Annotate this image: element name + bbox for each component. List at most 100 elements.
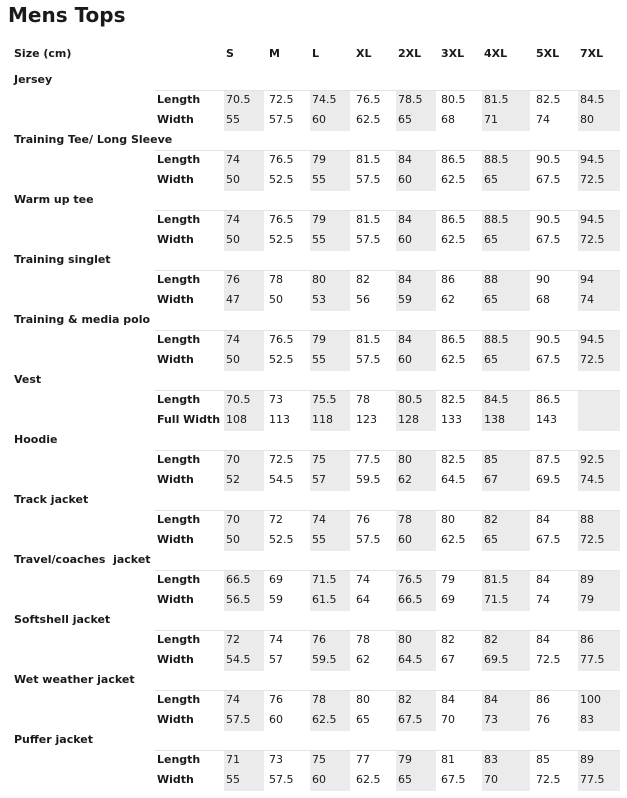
shaded-cell xyxy=(578,451,620,491)
cell-value: 108 xyxy=(226,413,247,426)
shaded-cell xyxy=(310,691,350,731)
cell-value: 72.5 xyxy=(580,353,605,366)
row-label: Width xyxy=(157,473,194,486)
row-divider xyxy=(155,390,620,391)
row-label: Width xyxy=(157,293,194,306)
cell-value: 72 xyxy=(226,633,240,646)
cell-value: 55 xyxy=(312,353,326,366)
row-label: Width xyxy=(157,233,194,246)
cell-value: 70 xyxy=(484,773,498,786)
size-header: 5XL xyxy=(536,47,560,60)
cell-value: 79 xyxy=(312,153,326,166)
shaded-cell xyxy=(310,751,350,791)
cell-value: 67.5 xyxy=(536,173,561,186)
shaded-cell xyxy=(578,571,620,611)
cell-value: 62.5 xyxy=(312,713,337,726)
cell-value: 52.5 xyxy=(269,233,294,246)
cell-value: 54.5 xyxy=(226,653,251,666)
shaded-cell xyxy=(396,91,436,131)
cell-value: 81.5 xyxy=(484,573,509,586)
shaded-cell xyxy=(310,571,350,611)
shaded-cell xyxy=(396,571,436,611)
cell-value: 79 xyxy=(580,593,594,606)
cell-value: 74.5 xyxy=(312,93,337,106)
cell-value: 57.5 xyxy=(356,533,381,546)
cell-value: 50 xyxy=(226,353,240,366)
shaded-cell xyxy=(310,631,350,671)
cell-value: 82.5 xyxy=(441,453,466,466)
cell-value: 67 xyxy=(441,653,455,666)
cell-value: 72.5 xyxy=(580,233,605,246)
size-header: L xyxy=(312,47,320,60)
cell-value: 94 xyxy=(580,273,594,286)
shaded-cell xyxy=(482,151,530,191)
cell-value: 62 xyxy=(356,653,370,666)
cell-value: 86 xyxy=(536,693,550,706)
row-label: Length xyxy=(157,213,201,226)
cell-value: 74 xyxy=(312,513,326,526)
shaded-cell xyxy=(310,271,350,311)
section-title: Track jacket xyxy=(14,493,89,506)
size-header: XL xyxy=(356,47,372,60)
cell-value: 67.5 xyxy=(536,233,561,246)
cell-value: 72.5 xyxy=(269,453,294,466)
shaded-cell xyxy=(224,271,264,311)
cell-value: 62.5 xyxy=(441,353,466,366)
shaded-cell xyxy=(224,151,264,191)
cell-value: 75 xyxy=(312,453,326,466)
cell-value: 73 xyxy=(484,713,498,726)
row-label: Width xyxy=(157,713,194,726)
shaded-cell xyxy=(482,211,530,251)
cell-value: 53 xyxy=(312,293,326,306)
cell-value: 77.5 xyxy=(356,453,381,466)
cell-value: 57.5 xyxy=(269,773,294,786)
cell-value: 78 xyxy=(398,513,412,526)
cell-value: 67.5 xyxy=(398,713,423,726)
cell-value: 86.5 xyxy=(441,213,466,226)
cell-value: 88 xyxy=(484,273,498,286)
cell-value: 80 xyxy=(398,633,412,646)
cell-value: 76.5 xyxy=(398,573,423,586)
shaded-cell xyxy=(578,271,620,311)
shaded-cell xyxy=(310,91,350,131)
cell-value: 72 xyxy=(269,513,283,526)
section-title: Hoodie xyxy=(14,433,58,446)
section-title: Training & media polo xyxy=(14,313,151,326)
cell-value: 70 xyxy=(441,713,455,726)
cell-value: 78 xyxy=(356,393,370,406)
cell-value: 82 xyxy=(441,633,455,646)
cell-value: 68 xyxy=(536,293,550,306)
cell-value: 86 xyxy=(580,633,594,646)
row-label: Width xyxy=(157,653,194,666)
cell-value: 81.5 xyxy=(356,333,381,346)
shaded-cell xyxy=(396,151,436,191)
cell-value: 76 xyxy=(312,633,326,646)
cell-value: 62.5 xyxy=(441,233,466,246)
shaded-cell xyxy=(482,391,530,431)
section-title: Puffer jacket xyxy=(14,733,93,746)
cell-value: 79 xyxy=(398,753,412,766)
shaded-cell xyxy=(310,151,350,191)
cell-value: 100 xyxy=(580,693,601,706)
shaded-cell xyxy=(396,691,436,731)
cell-value: 65 xyxy=(484,173,498,186)
shaded-cell xyxy=(578,211,620,251)
size-header: 4XL xyxy=(484,47,508,60)
cell-value: 67 xyxy=(484,473,498,486)
cell-value: 71.5 xyxy=(484,593,509,606)
row-divider xyxy=(155,510,620,511)
shaded-cell xyxy=(224,391,264,431)
cell-value: 60 xyxy=(398,533,412,546)
row-label: Full Width xyxy=(157,413,221,426)
cell-value: 62 xyxy=(441,293,455,306)
cell-value: 84.5 xyxy=(580,93,605,106)
cell-value: 55 xyxy=(226,773,240,786)
shaded-cell xyxy=(224,331,264,371)
cell-value: 92.5 xyxy=(580,453,605,466)
shaded-cell xyxy=(396,211,436,251)
cell-value: 56.5 xyxy=(226,593,251,606)
cell-value: 84 xyxy=(536,573,550,586)
shaded-cell xyxy=(578,151,620,191)
header-label: Size (cm) xyxy=(14,47,72,60)
